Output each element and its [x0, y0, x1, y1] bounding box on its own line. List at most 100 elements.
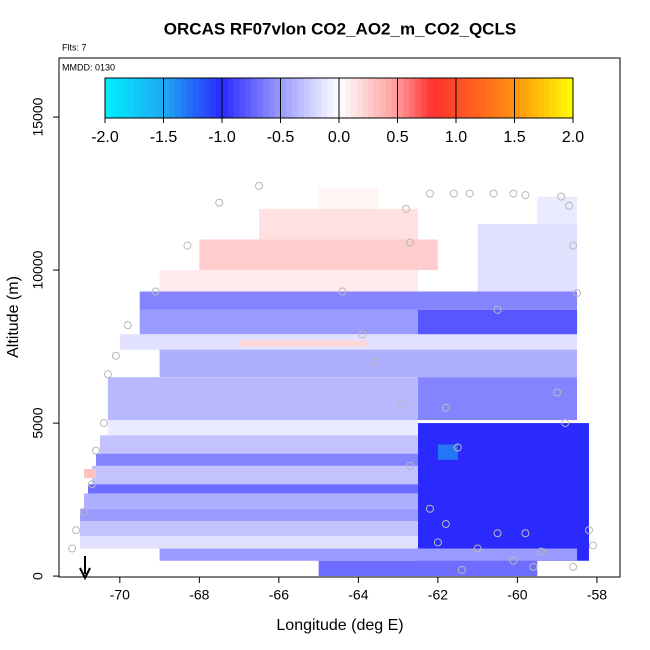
- colorbar-swatch: [549, 78, 556, 118]
- colorbar-swatch: [444, 78, 451, 118]
- heatmap-cell: [418, 309, 578, 335]
- colorbar-swatch: [526, 78, 533, 118]
- colorbar-swatch: [532, 78, 539, 118]
- flight-point: [151, 287, 160, 296]
- colorbar-swatch: [426, 78, 434, 118]
- colorbar-tick-label: 1.5: [503, 129, 525, 146]
- flight-point: [493, 305, 502, 314]
- flight-point: [183, 241, 192, 250]
- colorbar-swatch: [362, 78, 369, 118]
- colorbar-swatch: [555, 78, 562, 118]
- flight-point: [68, 544, 77, 553]
- x-tick-label: -62: [428, 587, 448, 603]
- flight-point: [433, 538, 442, 547]
- colorbar-swatch: [561, 78, 568, 118]
- x-tick-label: -58: [587, 587, 607, 603]
- colorbar-swatch: [321, 78, 328, 118]
- flight-point: [521, 529, 530, 538]
- flight-point: [553, 388, 562, 397]
- colorbar-swatch: [309, 78, 317, 118]
- colorbar-tick-label: -0.5: [267, 129, 295, 146]
- heatmap-cell: [80, 508, 419, 521]
- colorbar-swatch: [344, 78, 352, 118]
- colorbar-swatch: [239, 78, 246, 118]
- plot-frame: [58, 57, 621, 578]
- colorbar-swatch: [496, 78, 504, 118]
- colorbar-swatch: [537, 78, 545, 118]
- flight-point: [358, 330, 367, 339]
- colorbar-swatch: [356, 78, 363, 118]
- colorbar-swatch: [491, 78, 498, 118]
- flight-point: [91, 446, 100, 455]
- heatmap-cell: [318, 187, 379, 209]
- colorbar-swatch: [280, 78, 287, 118]
- colorbar-swatch: [286, 78, 293, 118]
- heatmap-cell: [159, 349, 578, 378]
- colorbar-swatch: [122, 78, 129, 118]
- colorbar-swatch: [181, 78, 188, 118]
- heatmap-cell: [107, 420, 419, 436]
- x-tick-label: -66: [269, 587, 289, 603]
- colorbar-tick-label: -1.5: [150, 129, 178, 146]
- colorbar-swatch: [134, 78, 141, 118]
- flight-point: [425, 189, 434, 198]
- heatmap-cell: [159, 270, 419, 292]
- y-tick-label: 10000: [30, 250, 46, 289]
- colorbar-swatch: [251, 78, 258, 118]
- flight-point: [80, 507, 89, 516]
- flight-point: [584, 526, 593, 535]
- x-tick-label: -68: [189, 587, 209, 603]
- colorbar-swatch: [175, 78, 182, 118]
- colorbar-swatch: [403, 78, 410, 118]
- colorbar-swatch: [374, 78, 381, 118]
- heatmap-cell: [537, 196, 578, 225]
- colorbar-swatch: [222, 78, 229, 118]
- colorbar-swatch: [262, 78, 270, 118]
- flight-point: [561, 419, 570, 428]
- heatmap-cell: [99, 435, 419, 454]
- colorbar-swatch: [274, 78, 281, 118]
- colorbar-swatch: [450, 78, 457, 118]
- heatmap-cell: [139, 291, 578, 310]
- colorbar-swatch: [502, 78, 510, 118]
- flight-point: [537, 547, 546, 556]
- flight-point: [489, 189, 498, 198]
- colorbar-tick-label: -2.0: [91, 129, 119, 146]
- colorbar-swatch: [233, 78, 241, 118]
- colorbar-swatch: [186, 78, 194, 118]
- colorbar-swatch: [192, 78, 200, 118]
- colorbar-swatch: [327, 78, 334, 118]
- colorbar-swatch: [257, 78, 264, 118]
- heatmap-cell: [84, 493, 419, 509]
- flight-point: [215, 198, 224, 207]
- heatmap-cell: [418, 377, 578, 421]
- colorbar-swatch: [227, 78, 235, 118]
- flight-point: [88, 480, 96, 489]
- y-axis-label: Altitude (m): [5, 276, 22, 358]
- colorbar-swatch: [198, 78, 205, 118]
- colorbar-swatch: [397, 78, 404, 118]
- flight-point: [111, 351, 120, 360]
- flight-point: [573, 289, 582, 298]
- flight-point: [569, 562, 578, 571]
- colorbar-swatch: [268, 78, 276, 118]
- heatmap-cell: [88, 484, 419, 494]
- chart-title: ORCAS RF07vlon CO2_AO2_m_CO2_QCLS: [164, 19, 516, 38]
- flight-point: [557, 192, 566, 201]
- heatmap-cell: [437, 444, 458, 460]
- flight-point: [338, 287, 347, 296]
- colorbar-swatch: [245, 78, 252, 118]
- colorbar-swatch: [204, 78, 211, 118]
- flight-point: [406, 238, 415, 247]
- flight-point: [425, 504, 434, 513]
- colorbar-swatch: [456, 78, 463, 118]
- colorbar-tick-label: 0.5: [386, 129, 408, 146]
- y-tick-label: 5000: [30, 407, 46, 438]
- heatmap-cell: [80, 536, 419, 549]
- heatmap-cell: [84, 468, 96, 479]
- colorbar-swatch: [467, 78, 475, 118]
- heatmap-cell: [95, 453, 419, 466]
- x-tick-label: -60: [507, 587, 527, 603]
- flight-point: [370, 357, 379, 366]
- colorbar-swatch: [169, 78, 176, 118]
